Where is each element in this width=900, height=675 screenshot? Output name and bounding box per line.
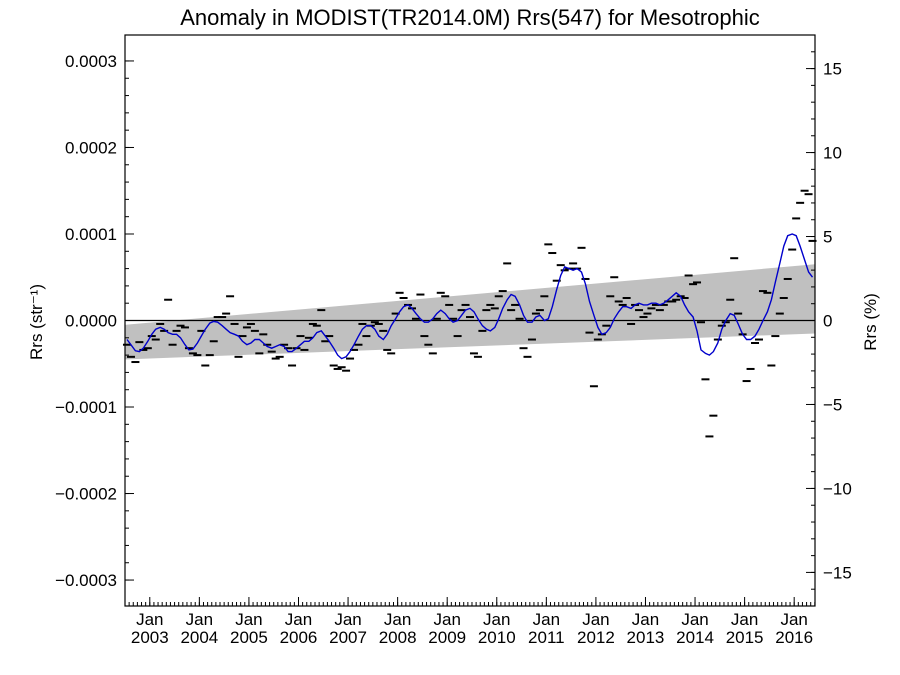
y-tick-label-left: −0.0002: [55, 485, 117, 504]
y-tick-label-right: −5: [823, 395, 842, 414]
x-tick-label-year: 2003: [131, 628, 169, 647]
x-tick-label-year: 2016: [775, 628, 813, 647]
x-tick-label-year: 2007: [329, 628, 367, 647]
x-tick-label-month: Jan: [681, 610, 708, 629]
x-tick-label-year: 2014: [676, 628, 714, 647]
x-tick-label-month: Jan: [582, 610, 609, 629]
x-tick-label-month: Jan: [780, 610, 807, 629]
x-tick-label-month: Jan: [186, 610, 213, 629]
y-tick-label-left: 0.0002: [65, 138, 117, 157]
y-tick-label-right: −15: [823, 563, 852, 582]
smoothed-line-layer: [126, 233, 814, 360]
monthly-points-layer: [122, 189, 817, 438]
y-tick-label-left: 0.0000: [65, 312, 117, 331]
x-tick-label-month: Jan: [285, 610, 312, 629]
x-tick-label-month: Jan: [533, 610, 560, 629]
x-tick-label-year: 2008: [379, 628, 417, 647]
x-tick-label-month: Jan: [483, 610, 510, 629]
x-tick-label-month: Jan: [731, 610, 758, 629]
x-tick-label-year: 2012: [577, 628, 615, 647]
x-tick-label-year: 2005: [230, 628, 268, 647]
x-tick-label-year: 2004: [180, 628, 218, 647]
x-tick-label-year: 2006: [280, 628, 318, 647]
smoothed-series-line: [126, 233, 814, 360]
y-tick-label-left: −0.0003: [55, 571, 117, 590]
x-tick-label-month: Jan: [334, 610, 361, 629]
x-tick-label-month: Jan: [384, 610, 411, 629]
y-axis-label-left: Rrs (str⁻¹): [27, 284, 46, 360]
y-tick-label-right: 10: [823, 144, 842, 163]
y-tick-label-left: 0.0003: [65, 52, 117, 71]
x-tick-label-year: 2009: [428, 628, 466, 647]
x-tick-label-month: Jan: [632, 610, 659, 629]
x-tick-label-year: 2011: [528, 628, 565, 647]
x-tick-label-month: Jan: [136, 610, 163, 629]
x-tick-label-year: 2013: [627, 628, 665, 647]
x-tick-label-year: 2010: [478, 628, 516, 647]
x-tick-label-month: Jan: [433, 610, 460, 629]
x-tick-label-month: Jan: [235, 610, 262, 629]
trend-band: [125, 264, 815, 360]
x-tick-label-year: 2015: [726, 628, 764, 647]
y-tick-label-right: 0: [823, 312, 832, 331]
ticks-layer: 0.0003 0.0002 0.0001 0.0000 −0.0001 −0.0002 −0…: [55, 51, 852, 647]
y-tick-label-right: 15: [823, 60, 842, 79]
chart-title: Anomaly in MODIST(TR2014.0M) Rrs(547) fo…: [180, 5, 760, 30]
y-tick-label-left: −0.0001: [55, 398, 117, 417]
trend-band-layer: [125, 264, 815, 360]
y-axis-label-right: Rrs (%): [861, 293, 880, 351]
y-tick-label-right: −10: [823, 479, 852, 498]
y-tick-label-left: 0.0001: [65, 225, 117, 244]
y-tick-label-right: 5: [823, 228, 832, 247]
